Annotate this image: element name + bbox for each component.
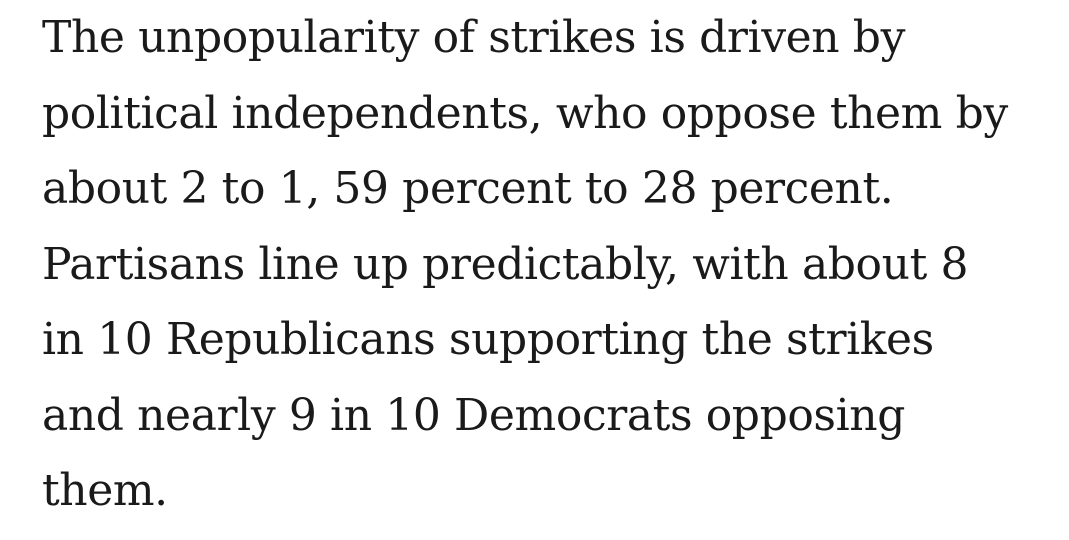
paragraph-line: The unpopularity of strikes is driven by xyxy=(42,12,906,63)
paragraph-line: Partisans line up predictably, with abou… xyxy=(42,238,969,290)
paragraph-line: political independents, who oppose them … xyxy=(42,87,1008,139)
paragraph-line: about 2 to 1, 59 percent to 28 percent. xyxy=(42,163,894,214)
paragraph-line: them. xyxy=(42,465,168,516)
article-paragraph: The unpopularity of strikes is driven by… xyxy=(42,0,1052,529)
paragraph-line: in 10 Republicans supporting the strikes xyxy=(42,314,934,365)
paragraph-line: and nearly 9 in 10 Democrats opposing xyxy=(42,389,905,441)
